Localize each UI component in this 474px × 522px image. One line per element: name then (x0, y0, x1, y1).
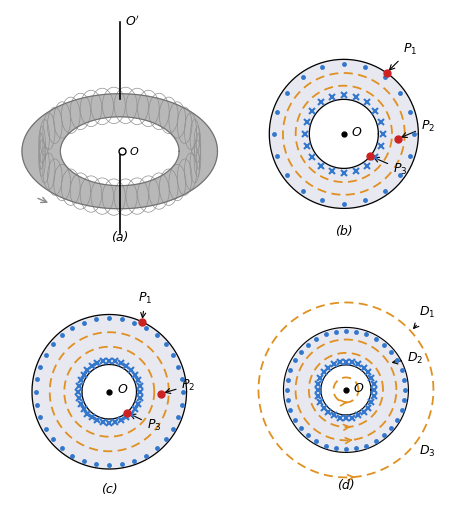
Text: $O'$: $O'$ (125, 15, 139, 29)
Text: $P_2$: $P_2$ (402, 118, 435, 137)
Text: $P_1$: $P_1$ (390, 42, 417, 70)
Text: $P_3$: $P_3$ (130, 414, 161, 433)
Polygon shape (32, 314, 187, 469)
Text: (c): (c) (101, 483, 118, 496)
Text: (d): (d) (337, 479, 355, 492)
Text: $O$: $O$ (353, 382, 364, 395)
Text: $O$: $O$ (351, 126, 363, 138)
Text: $O$: $O$ (117, 384, 128, 396)
Text: $P_3$: $P_3$ (374, 157, 408, 176)
Text: (b): (b) (335, 226, 353, 239)
Text: $D_2$: $D_2$ (392, 351, 423, 365)
Polygon shape (283, 327, 409, 453)
Polygon shape (269, 60, 419, 208)
Text: $P_2$: $P_2$ (165, 378, 196, 394)
Text: $D_1$: $D_1$ (414, 305, 436, 328)
Text: $O$: $O$ (129, 145, 140, 157)
Text: $P_1$: $P_1$ (138, 291, 153, 318)
Polygon shape (22, 94, 218, 209)
Text: (a): (a) (111, 231, 128, 244)
Text: $D_3$: $D_3$ (419, 444, 436, 458)
